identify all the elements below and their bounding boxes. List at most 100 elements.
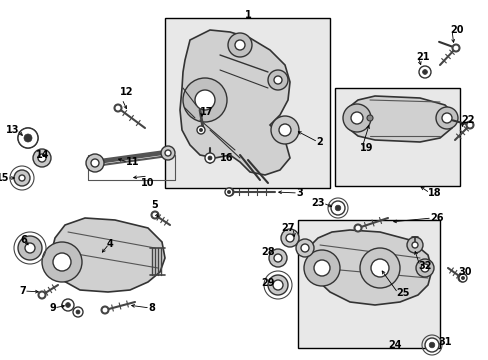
Text: 20: 20	[449, 25, 463, 35]
Circle shape	[73, 307, 83, 317]
Text: 26: 26	[429, 213, 443, 223]
Circle shape	[304, 250, 339, 286]
Circle shape	[317, 264, 325, 272]
Circle shape	[42, 242, 82, 282]
Text: 7: 7	[19, 286, 26, 296]
Text: 29: 29	[261, 278, 274, 288]
Circle shape	[415, 259, 433, 277]
Bar	[164, 18, 329, 188]
Text: 4: 4	[107, 239, 114, 249]
Circle shape	[422, 69, 427, 75]
Text: 17: 17	[200, 107, 213, 117]
Text: 15: 15	[0, 173, 9, 183]
Circle shape	[151, 211, 158, 219]
Circle shape	[53, 253, 71, 271]
Circle shape	[281, 229, 298, 247]
Text: 5: 5	[151, 200, 158, 210]
Polygon shape	[307, 230, 431, 305]
Circle shape	[114, 104, 121, 112]
Circle shape	[435, 107, 457, 129]
Circle shape	[33, 149, 51, 167]
Circle shape	[25, 243, 35, 253]
Text: 25: 25	[395, 288, 408, 298]
Text: 18: 18	[427, 188, 441, 198]
Circle shape	[334, 205, 340, 211]
Text: 16: 16	[220, 153, 233, 163]
Circle shape	[295, 239, 313, 257]
Text: 22: 22	[460, 115, 473, 125]
Circle shape	[183, 78, 226, 122]
Text: 21: 21	[415, 52, 428, 62]
Circle shape	[285, 234, 293, 242]
Polygon shape	[52, 218, 164, 292]
Circle shape	[418, 66, 430, 78]
Circle shape	[226, 189, 233, 195]
Circle shape	[451, 45, 459, 51]
Text: 6: 6	[20, 235, 27, 245]
Text: 23: 23	[311, 198, 325, 208]
Circle shape	[279, 124, 290, 136]
Text: 2: 2	[315, 137, 322, 147]
Circle shape	[164, 150, 171, 156]
Circle shape	[301, 244, 308, 252]
Circle shape	[24, 134, 32, 142]
Circle shape	[366, 115, 372, 121]
Text: 14: 14	[36, 150, 49, 160]
Circle shape	[466, 122, 472, 129]
Circle shape	[406, 237, 422, 253]
Polygon shape	[347, 96, 454, 142]
Text: 30: 30	[457, 267, 470, 277]
Circle shape	[461, 276, 464, 280]
Circle shape	[411, 242, 417, 248]
Circle shape	[204, 153, 215, 163]
Circle shape	[24, 134, 32, 142]
Circle shape	[102, 306, 108, 314]
Text: 11: 11	[126, 157, 139, 167]
Circle shape	[424, 338, 438, 352]
Circle shape	[161, 146, 175, 160]
Circle shape	[224, 188, 232, 196]
Circle shape	[273, 254, 282, 262]
Circle shape	[428, 342, 434, 348]
Text: 13: 13	[5, 125, 19, 135]
Circle shape	[270, 116, 298, 144]
Circle shape	[451, 45, 459, 51]
Bar	[297, 220, 439, 348]
Circle shape	[76, 310, 80, 314]
Circle shape	[207, 156, 212, 160]
Text: 24: 24	[387, 340, 401, 350]
Circle shape	[65, 303, 70, 307]
Circle shape	[313, 260, 329, 276]
Text: 8: 8	[148, 303, 155, 313]
Text: 1: 1	[244, 10, 251, 20]
Circle shape	[272, 280, 283, 290]
Circle shape	[227, 190, 230, 194]
Circle shape	[86, 154, 104, 172]
Text: 19: 19	[359, 143, 373, 153]
Circle shape	[370, 259, 388, 277]
Text: 32: 32	[417, 261, 430, 271]
Circle shape	[18, 128, 38, 148]
Circle shape	[197, 126, 204, 134]
Bar	[334, 88, 459, 186]
Text: 10: 10	[141, 178, 154, 188]
Text: 28: 28	[261, 247, 274, 257]
Circle shape	[18, 128, 38, 148]
Circle shape	[342, 104, 370, 132]
Circle shape	[354, 225, 361, 231]
Circle shape	[200, 95, 209, 105]
Circle shape	[359, 248, 399, 288]
Circle shape	[39, 292, 45, 298]
Circle shape	[268, 249, 286, 267]
Circle shape	[18, 236, 42, 260]
Polygon shape	[180, 30, 289, 175]
Circle shape	[330, 201, 345, 215]
Circle shape	[267, 275, 287, 295]
Circle shape	[273, 76, 282, 84]
Circle shape	[14, 170, 30, 186]
Circle shape	[441, 113, 451, 123]
Circle shape	[350, 112, 362, 124]
Circle shape	[195, 90, 215, 110]
Circle shape	[466, 122, 472, 129]
Text: 31: 31	[437, 337, 450, 347]
